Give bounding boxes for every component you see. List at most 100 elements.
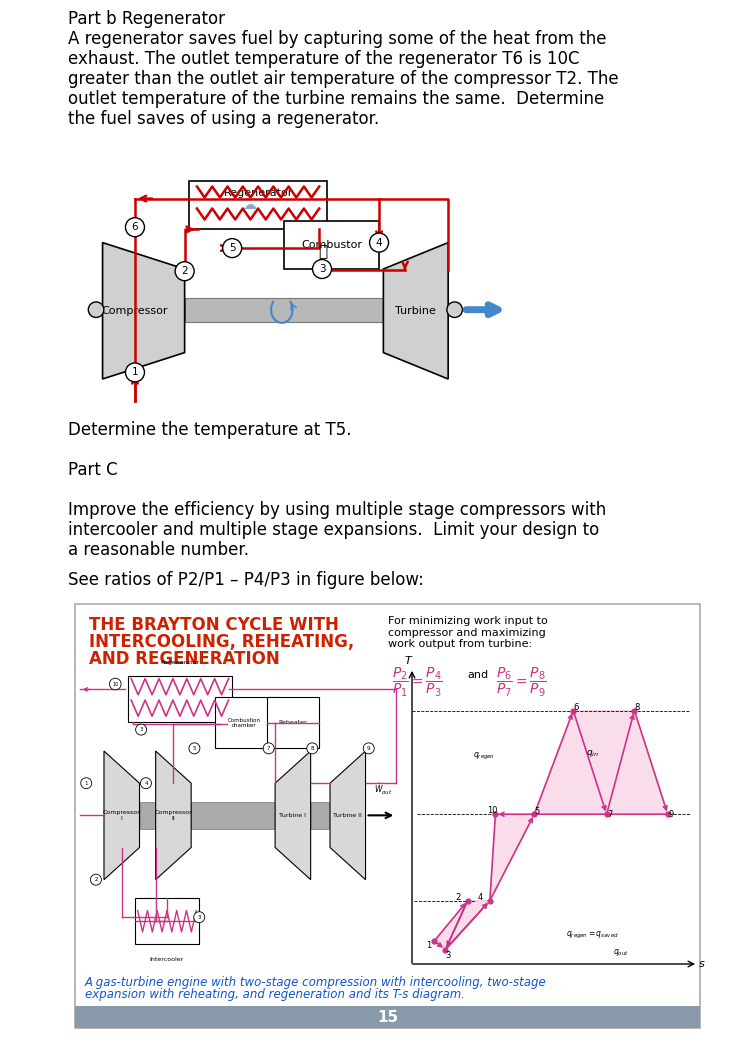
Polygon shape: [383, 243, 448, 379]
Text: 9: 9: [367, 746, 371, 751]
Text: For minimizing work input to
compressor and maximizing
work output from turbine:: For minimizing work input to compressor …: [388, 616, 548, 649]
Circle shape: [109, 678, 121, 690]
Polygon shape: [330, 751, 366, 880]
Text: Improve the efficiency by using multiple stage compressors with: Improve the efficiency by using multiple…: [68, 501, 606, 518]
Text: a reasonable number.: a reasonable number.: [68, 541, 249, 559]
Text: Regenerator: Regenerator: [224, 188, 293, 199]
Text: $\dfrac{P_6}{P_7}=\dfrac{P_8}{P_9}$: $\dfrac{P_6}{P_7}=\dfrac{P_8}{P_9}$: [496, 666, 546, 699]
Text: Compressor
I: Compressor I: [103, 810, 140, 821]
Text: Determine the temperature at T5.: Determine the temperature at T5.: [68, 421, 351, 439]
Text: INTERCOOLING, REHEATING,: INTERCOOLING, REHEATING,: [89, 633, 354, 650]
Circle shape: [194, 911, 205, 923]
Circle shape: [223, 239, 241, 258]
Bar: [191, 802, 275, 829]
Text: 9: 9: [668, 810, 673, 818]
Text: Turbine II: Turbine II: [334, 813, 362, 817]
Text: 6: 6: [132, 222, 138, 232]
Polygon shape: [155, 751, 191, 880]
Text: Turbine: Turbine: [395, 306, 436, 316]
Text: Part C: Part C: [68, 461, 117, 479]
Polygon shape: [104, 751, 140, 880]
Text: 2: 2: [455, 893, 460, 902]
Text: 1: 1: [132, 367, 138, 377]
Text: $q_{out}$: $q_{out}$: [613, 947, 629, 958]
Text: 15: 15: [377, 1010, 398, 1024]
Text: $\dfrac{P_2}{P_1}=\dfrac{P_4}{P_3}$: $\dfrac{P_2}{P_1}=\dfrac{P_4}{P_3}$: [392, 666, 443, 699]
Text: exhaust. The outlet temperature of the regenerator T6 is 10C: exhaust. The outlet temperature of the r…: [68, 50, 580, 68]
Polygon shape: [275, 751, 311, 880]
Text: 🔥: 🔥: [318, 244, 328, 259]
Bar: [311, 802, 330, 829]
Bar: [284, 221, 379, 269]
Bar: [189, 181, 327, 229]
Text: 5: 5: [229, 243, 236, 253]
Text: outlet temperature of the turbine remains the same.  Determine: outlet temperature of the turbine remain…: [68, 90, 604, 108]
Text: See ratios of P2/P1 – P4/P3 in figure below:: See ratios of P2/P1 – P4/P3 in figure be…: [68, 571, 424, 589]
Text: $\dot{W}_{out}$: $\dot{W}_{out}$: [374, 781, 392, 796]
Text: ☁: ☁: [242, 199, 256, 212]
Text: 7: 7: [267, 746, 270, 751]
Text: Part b Regenerator: Part b Regenerator: [68, 10, 225, 29]
Text: $q_{regen}$: $q_{regen}$: [473, 751, 496, 762]
Text: T: T: [405, 656, 412, 666]
Circle shape: [126, 363, 144, 382]
Text: 3: 3: [319, 264, 325, 274]
Text: $q_{regen}=q_{saved}$: $q_{regen}=q_{saved}$: [566, 929, 619, 941]
Circle shape: [369, 233, 389, 252]
Text: 10: 10: [112, 681, 118, 686]
Circle shape: [175, 262, 194, 281]
Circle shape: [313, 260, 331, 279]
Text: 10: 10: [487, 806, 498, 815]
Text: $q_{in}$: $q_{in}$: [586, 749, 600, 759]
Circle shape: [189, 742, 200, 754]
Circle shape: [88, 302, 104, 318]
Text: and: and: [467, 670, 489, 680]
Bar: [129, 676, 232, 721]
Text: 8: 8: [311, 746, 314, 751]
Circle shape: [307, 742, 318, 754]
Text: Reheater: Reheater: [279, 720, 307, 725]
Bar: [215, 697, 273, 749]
Bar: [134, 899, 199, 944]
Polygon shape: [434, 711, 668, 949]
Text: 8: 8: [635, 703, 640, 712]
Text: 4: 4: [477, 893, 482, 902]
Text: the fuel saves of using a regenerator.: the fuel saves of using a regenerator.: [68, 110, 379, 128]
Text: 5: 5: [192, 746, 196, 751]
Text: Intercooler: Intercooler: [150, 958, 184, 962]
Text: AND REGENERATION: AND REGENERATION: [89, 650, 280, 668]
Circle shape: [140, 777, 152, 789]
Circle shape: [363, 742, 374, 754]
Circle shape: [81, 777, 91, 789]
Text: 2: 2: [181, 266, 188, 277]
Text: THE BRAYTON CYCLE WITH: THE BRAYTON CYCLE WITH: [89, 616, 339, 634]
Bar: [267, 697, 319, 749]
Text: Compressor
II: Compressor II: [155, 810, 192, 821]
Text: 6: 6: [574, 703, 579, 712]
Text: 2: 2: [94, 878, 97, 882]
Bar: [75, 1006, 700, 1027]
Circle shape: [126, 218, 144, 237]
Text: greater than the outlet air temperature of the compressor T2. The: greater than the outlet air temperature …: [68, 70, 619, 88]
Text: 3: 3: [446, 951, 451, 960]
Text: 1: 1: [85, 780, 88, 786]
Text: Regenerator: Regenerator: [160, 660, 199, 665]
Text: Combustor: Combustor: [301, 240, 362, 250]
Text: 3: 3: [140, 728, 143, 732]
Circle shape: [91, 874, 101, 885]
Circle shape: [136, 724, 146, 735]
Polygon shape: [103, 243, 185, 379]
Text: 3: 3: [198, 914, 201, 920]
Bar: [140, 802, 155, 829]
Circle shape: [447, 302, 462, 318]
Text: Compressor: Compressor: [102, 306, 168, 316]
Text: 1: 1: [426, 942, 431, 950]
Text: A regenerator saves fuel by capturing some of the heat from the: A regenerator saves fuel by capturing so…: [68, 30, 606, 48]
Text: intercooler and multiple stage expansions.  Limit your design to: intercooler and multiple stage expansion…: [68, 521, 600, 539]
Text: 4: 4: [376, 238, 383, 247]
Text: s: s: [699, 959, 705, 969]
Text: expansion with reheating, and regeneration and its T-s diagram.: expansion with reheating, and regenerati…: [85, 988, 465, 1001]
Text: 5: 5: [535, 807, 540, 815]
Text: A gas-turbine engine with two-stage compression with intercooling, two-stage: A gas-turbine engine with two-stage comp…: [85, 976, 547, 989]
Bar: [75, 604, 700, 1027]
